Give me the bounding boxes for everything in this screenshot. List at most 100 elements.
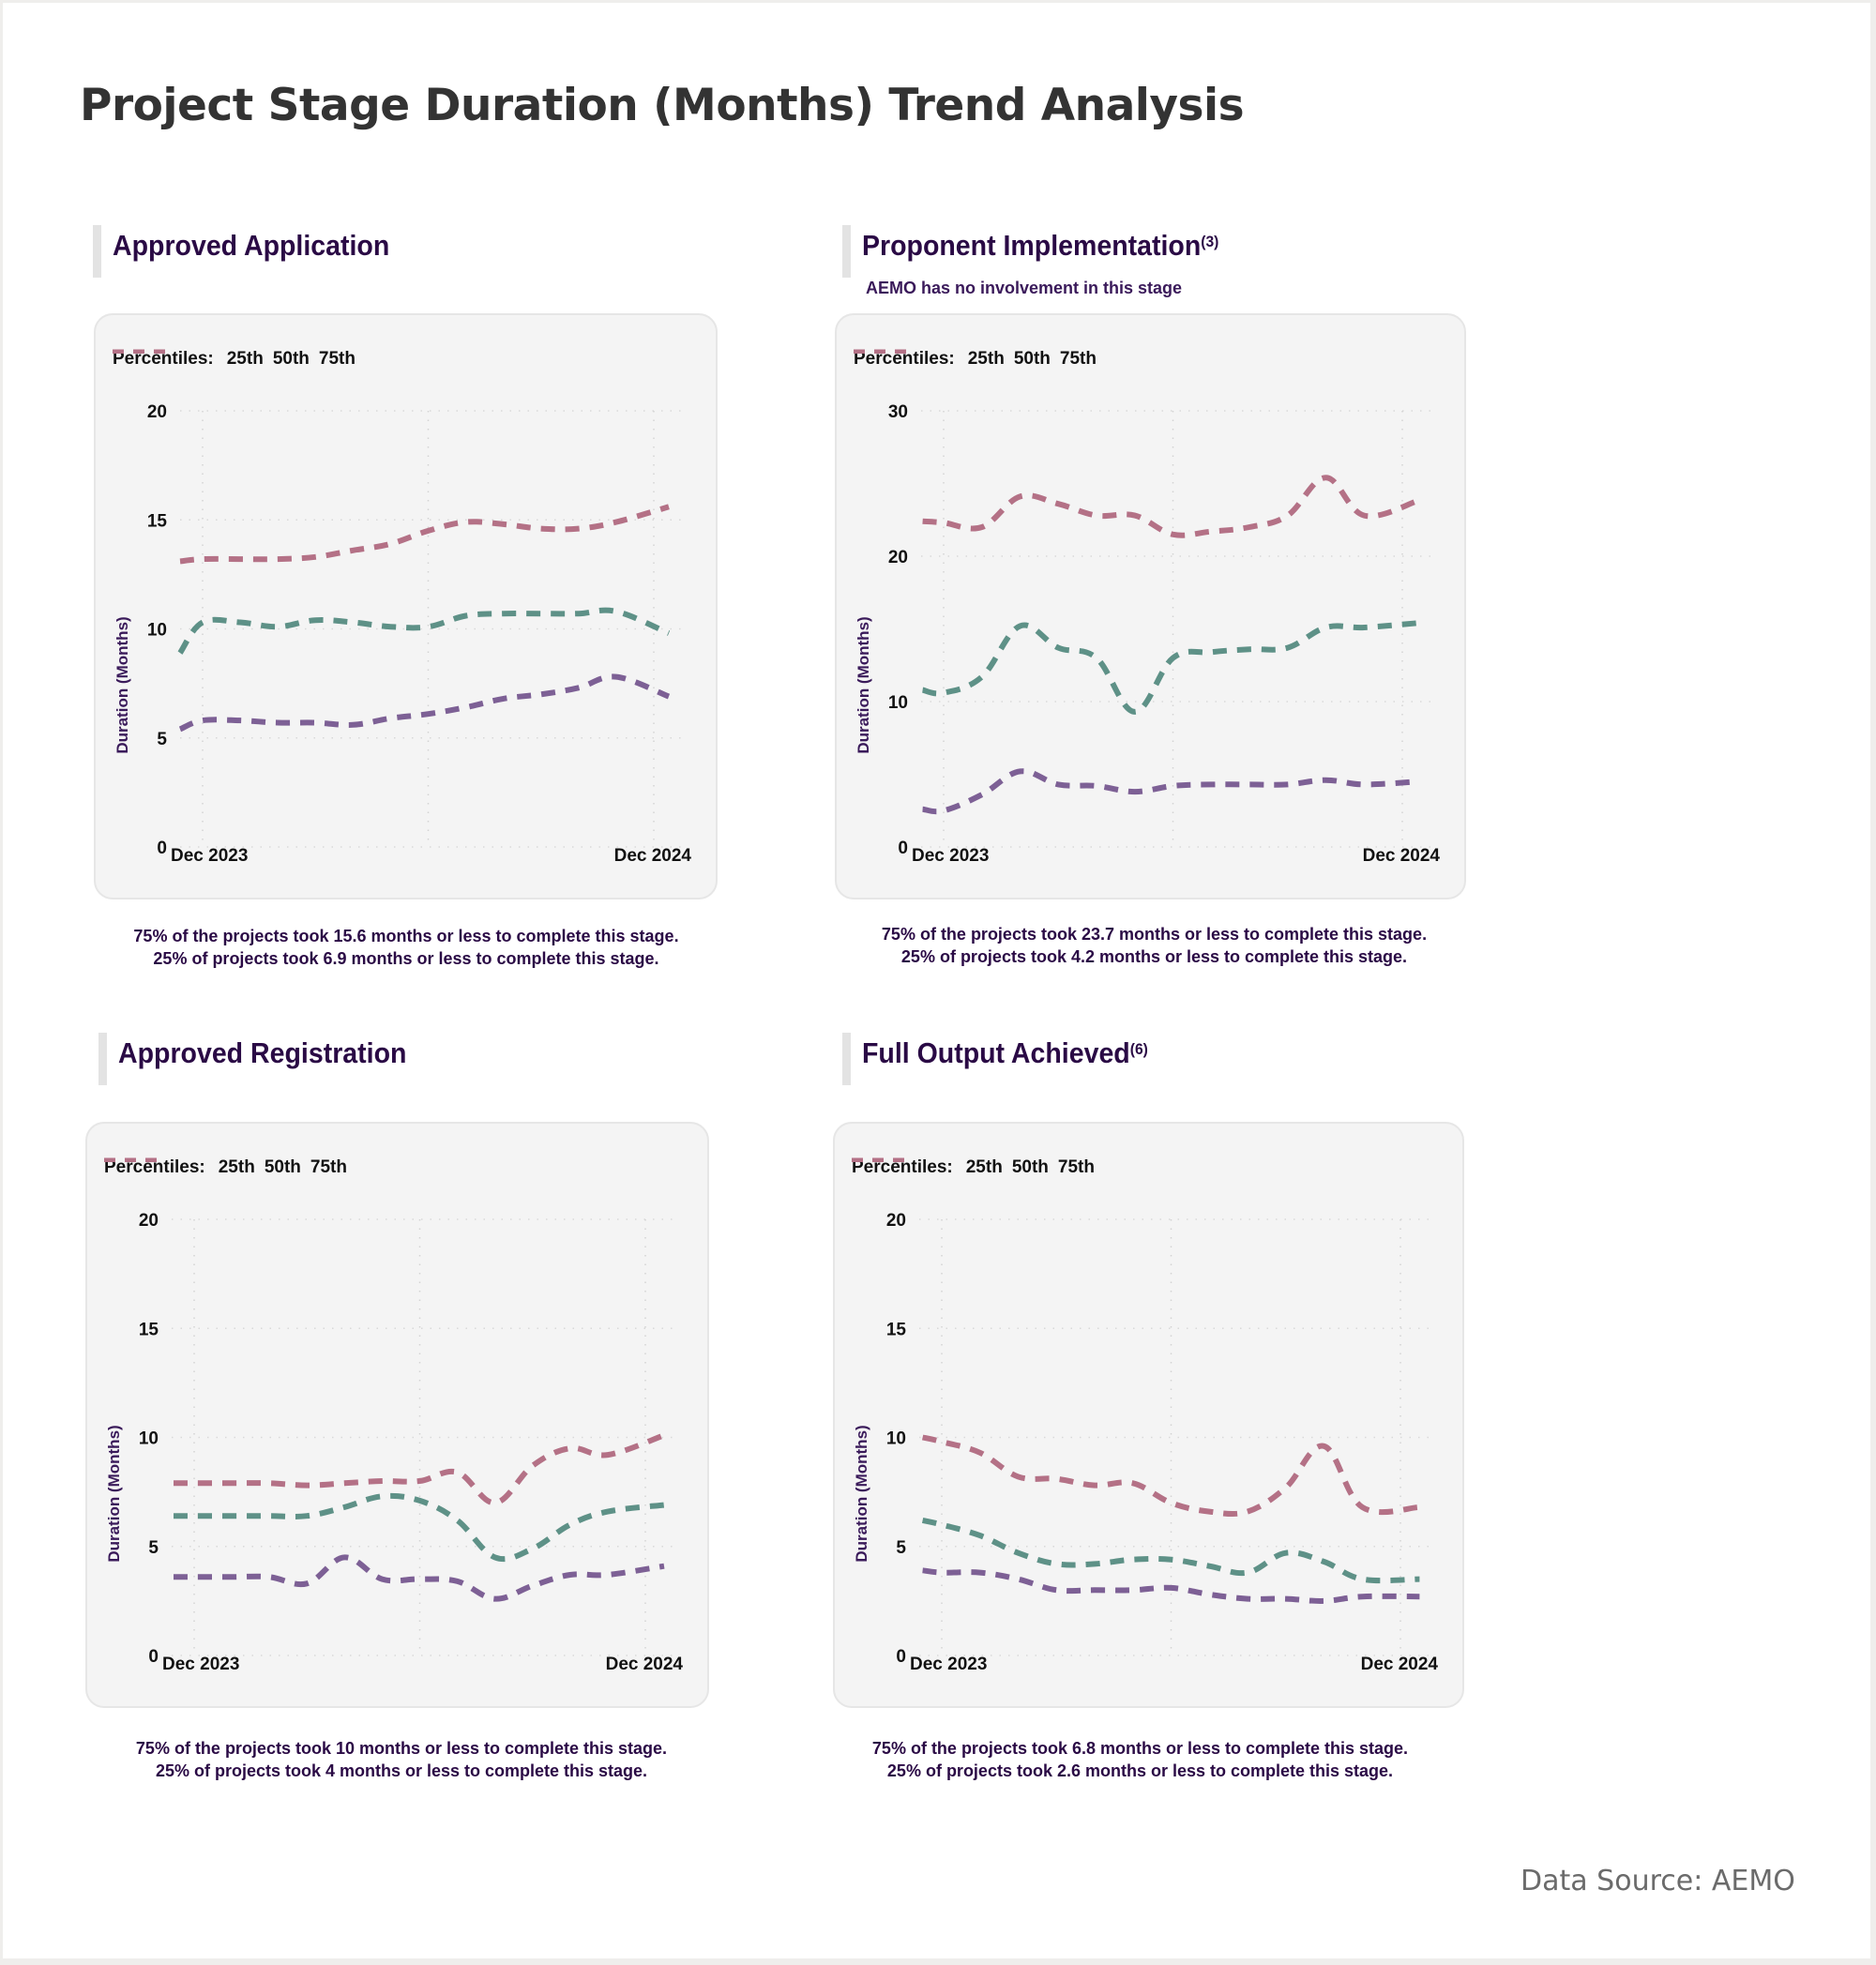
data-point-50th bbox=[1415, 621, 1419, 625]
caption-line-25th: 25% of projects took 2.6 months or less … bbox=[886, 1761, 1394, 1780]
data-point-50th bbox=[978, 1534, 982, 1537]
series-line-25th bbox=[922, 1567, 1420, 1604]
data-point-75th bbox=[313, 555, 317, 559]
data-point-25th bbox=[342, 1555, 346, 1559]
data-point-50th bbox=[201, 621, 204, 625]
data-point-50th bbox=[418, 1499, 422, 1503]
data-point-75th bbox=[1286, 514, 1290, 518]
y-tick-label: 15 bbox=[886, 1320, 907, 1339]
data-point-50th bbox=[1054, 1562, 1058, 1565]
legend-swatch-75th bbox=[854, 349, 915, 354]
series-line-25th bbox=[922, 768, 1418, 815]
caption-line-25th: 25% of projects took 6.9 months or less … bbox=[153, 949, 659, 968]
data-point-75th bbox=[1170, 1501, 1173, 1504]
data-point-25th bbox=[980, 793, 984, 796]
series-line-75th bbox=[921, 1434, 1420, 1518]
legend-swatch-75th bbox=[104, 1157, 166, 1162]
data-point-25th bbox=[531, 1584, 535, 1588]
data-point-50th bbox=[1323, 1560, 1326, 1564]
legend-label-25th: 25th bbox=[226, 349, 264, 369]
data-point-25th bbox=[662, 1564, 666, 1568]
caption-line-25th: 25% of projects took 4.2 months or less … bbox=[900, 947, 1408, 966]
data-point-25th bbox=[493, 1597, 497, 1601]
data-point-25th bbox=[921, 1568, 925, 1572]
chart-caption: 75% of the projects took 15.6 months or … bbox=[101, 925, 711, 970]
data-point-25th bbox=[1284, 1597, 1288, 1601]
data-point-50th bbox=[464, 614, 468, 618]
y-tick-label: 5 bbox=[896, 1538, 906, 1558]
data-point-75th bbox=[531, 1464, 535, 1468]
data-point-25th bbox=[1172, 784, 1175, 788]
data-point-75th bbox=[456, 1471, 460, 1474]
series-line-50th bbox=[921, 620, 1418, 715]
data-point-75th bbox=[568, 1446, 572, 1450]
data-point-75th bbox=[493, 1501, 497, 1504]
data-point-75th bbox=[230, 1481, 234, 1485]
data-point-50th bbox=[178, 651, 182, 655]
legend-title: Percentiles: bbox=[113, 349, 214, 369]
data-point-50th bbox=[667, 631, 671, 635]
legend-label-25th: 25th bbox=[218, 1157, 255, 1177]
data-point-25th bbox=[577, 686, 581, 689]
y-tick-label: 15 bbox=[147, 511, 168, 531]
data-point-75th bbox=[921, 520, 925, 523]
series-line-75th bbox=[179, 504, 670, 565]
data-point-50th bbox=[380, 1494, 384, 1498]
data-point-75th bbox=[388, 542, 392, 546]
data-point-75th bbox=[1207, 1510, 1211, 1514]
legend-label-25th: 25th bbox=[967, 349, 1005, 369]
data-point-25th bbox=[1056, 782, 1060, 786]
data-point-75th bbox=[539, 527, 543, 531]
data-point-50th bbox=[614, 610, 618, 613]
data-point-50th bbox=[427, 625, 431, 628]
data-point-25th bbox=[1360, 1595, 1364, 1598]
legend-label-50th: 50th bbox=[264, 1157, 301, 1177]
data-point-25th bbox=[456, 1580, 460, 1583]
section-header-approved-registration: Approved Registration bbox=[98, 1033, 431, 1085]
caption-line-75th: 75% of the projects took 15.6 months or … bbox=[133, 927, 679, 945]
legend-title: Percentiles: bbox=[104, 1157, 205, 1177]
data-point-75th bbox=[351, 549, 355, 552]
data-point-75th bbox=[276, 557, 280, 561]
data-point-25th bbox=[1095, 784, 1098, 788]
y-tick-label: 10 bbox=[888, 693, 908, 713]
data-point-50th bbox=[1056, 646, 1060, 650]
data-point-50th bbox=[238, 621, 242, 625]
data-point-75th bbox=[1093, 1484, 1097, 1488]
data-point-25th bbox=[1362, 782, 1366, 786]
data-point-25th bbox=[502, 697, 506, 701]
data-point-50th bbox=[921, 1519, 925, 1522]
data-point-25th bbox=[192, 1575, 196, 1579]
chart-panel-proponent-implementation: Percentiles: 25th 50th 75th 0 10 20 30 Dec 2023 D… bbox=[835, 313, 1466, 899]
legend-title: Percentiles: bbox=[854, 349, 955, 369]
data-source-label: Data Source: AEMO bbox=[1520, 1865, 1795, 1897]
section-title-text: Proponent Implementation bbox=[862, 229, 1202, 262]
data-point-50th bbox=[921, 688, 925, 692]
legend-label-25th: 25th bbox=[965, 1157, 1003, 1177]
caption-line-75th: 75% of the projects took 10 months or le… bbox=[135, 1739, 668, 1758]
data-point-75th bbox=[1284, 1486, 1288, 1489]
data-point-75th bbox=[980, 525, 984, 529]
y-axis-title: Duration (Months) bbox=[113, 616, 131, 753]
data-point-50th bbox=[1417, 1578, 1421, 1581]
data-point-25th bbox=[942, 809, 946, 812]
data-point-75th bbox=[1415, 499, 1419, 503]
data-point-75th bbox=[267, 1481, 271, 1485]
data-point-25th bbox=[313, 720, 317, 724]
section-title: Full Output Achieved(6) bbox=[862, 1033, 1148, 1074]
legend-label-75th: 75th bbox=[1057, 1157, 1095, 1177]
data-point-50th bbox=[388, 625, 392, 628]
y-tick-label: 5 bbox=[148, 1538, 159, 1558]
x-tick-label: Dec 2024 bbox=[1361, 1655, 1439, 1674]
data-point-25th bbox=[1131, 1588, 1135, 1592]
series-line-25th bbox=[173, 1554, 665, 1602]
data-point-50th bbox=[276, 625, 280, 628]
data-point-75th bbox=[921, 1436, 925, 1440]
footnote-marker: (3) bbox=[1201, 233, 1219, 250]
series-line-50th bbox=[921, 1517, 1420, 1584]
data-point-50th bbox=[267, 1514, 271, 1518]
data-point-50th bbox=[502, 612, 506, 615]
data-point-25th bbox=[380, 1578, 384, 1581]
data-point-50th bbox=[1172, 657, 1175, 660]
section-header-proponent-implementation: Proponent Implementation(3) bbox=[842, 225, 1249, 278]
